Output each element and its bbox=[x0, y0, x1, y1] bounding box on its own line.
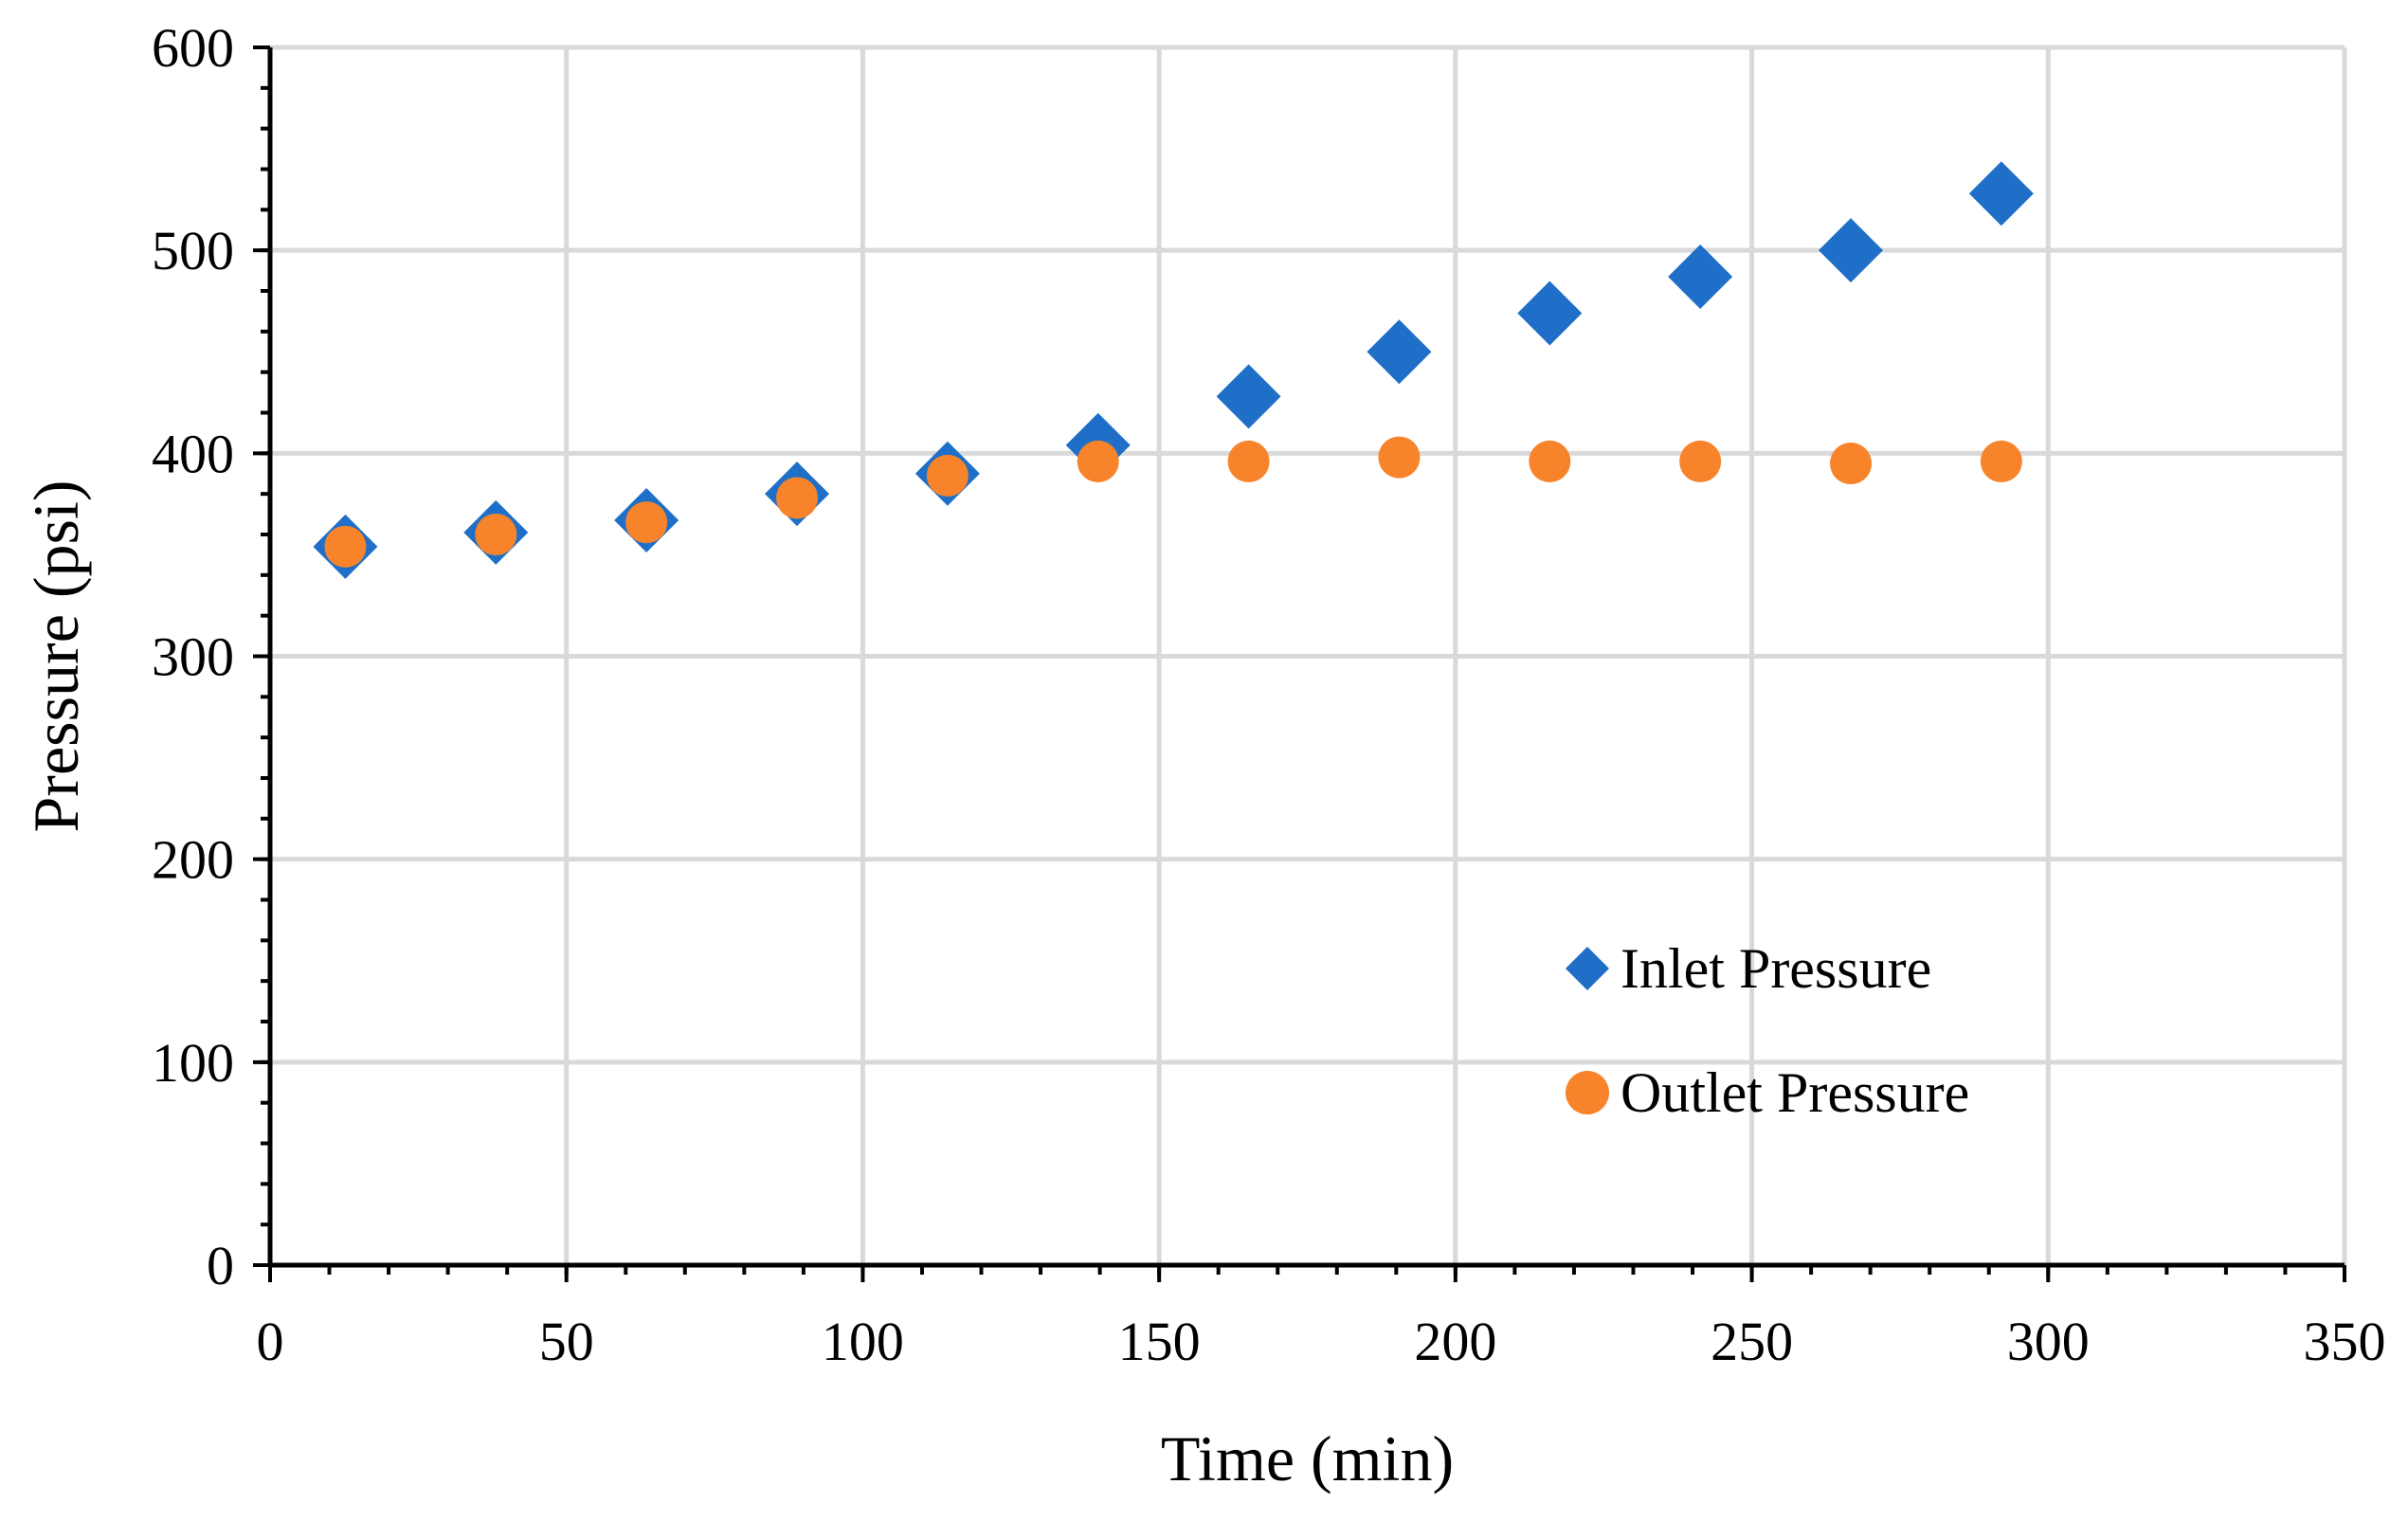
x-tick-label: 350 bbox=[2304, 1311, 2386, 1372]
x-tick-label: 150 bbox=[1118, 1311, 1201, 1372]
x-tick-label: 50 bbox=[539, 1311, 594, 1372]
outlet-pressure-point bbox=[1378, 436, 1421, 479]
y-tick-label: 300 bbox=[152, 626, 234, 688]
y-tick-label: 200 bbox=[152, 829, 234, 891]
axes bbox=[253, 45, 2346, 1282]
inlet-pressure-point bbox=[1216, 364, 1281, 429]
legend-marker-inlet bbox=[1566, 947, 1609, 990]
y-tick-label: 600 bbox=[152, 17, 234, 79]
data-points bbox=[313, 161, 2034, 579]
legend-label-outlet: Outlet Pressure bbox=[1620, 1061, 1969, 1124]
x-tick-label: 0 bbox=[257, 1311, 284, 1372]
inlet-pressure-point bbox=[1367, 319, 1432, 385]
outlet-pressure-point bbox=[1830, 443, 1873, 485]
outlet-pressure-point bbox=[776, 477, 819, 519]
outlet-pressure-point bbox=[324, 525, 367, 568]
outlet-pressure-point bbox=[1980, 440, 2022, 482]
outlet-pressure-point bbox=[625, 501, 668, 544]
legend-circle-marker bbox=[1566, 1071, 1609, 1114]
y-tick-label: 0 bbox=[207, 1235, 234, 1296]
y-tick-label: 500 bbox=[152, 220, 234, 281]
outlet-pressure-point bbox=[926, 454, 969, 497]
y-axis-title: Pressure (psi) bbox=[20, 480, 92, 832]
inlet-pressure-point bbox=[1668, 244, 1733, 310]
outlet-pressure-point bbox=[475, 514, 517, 555]
x-tick-label: 300 bbox=[2007, 1311, 2090, 1372]
y-tick-labels: 0 100 200 300 400 500 600 bbox=[152, 17, 234, 1296]
x-tick-label: 100 bbox=[822, 1311, 904, 1372]
legend-diamond-marker bbox=[1566, 947, 1609, 990]
outlet-pressure-point bbox=[1077, 440, 1119, 482]
outlet-pressure-point bbox=[1227, 440, 1270, 482]
legend-label-inlet: Inlet Pressure bbox=[1620, 937, 1931, 1000]
grid bbox=[270, 45, 2347, 1265]
x-tick-label: 250 bbox=[1711, 1311, 1793, 1372]
inlet-pressure-point bbox=[1819, 218, 1884, 283]
x-tick-labels: 0 50 100 150 200 250 300 350 bbox=[257, 1311, 2386, 1372]
legend: Inlet Pressure Outlet Pressure bbox=[1566, 937, 1969, 1124]
inlet-pressure-point bbox=[1517, 281, 1583, 346]
inlet-pressure-point bbox=[1968, 161, 2034, 226]
y-tick-label: 400 bbox=[152, 423, 234, 484]
x-axis-title: Time (min) bbox=[1161, 1422, 1454, 1494]
y-tick-label: 100 bbox=[152, 1032, 234, 1094]
outlet-pressure-point bbox=[1679, 440, 1722, 482]
outlet-pressure-point bbox=[1529, 440, 1571, 482]
legend-marker-outlet bbox=[1566, 1071, 1609, 1114]
x-tick-label: 200 bbox=[1414, 1311, 1496, 1372]
